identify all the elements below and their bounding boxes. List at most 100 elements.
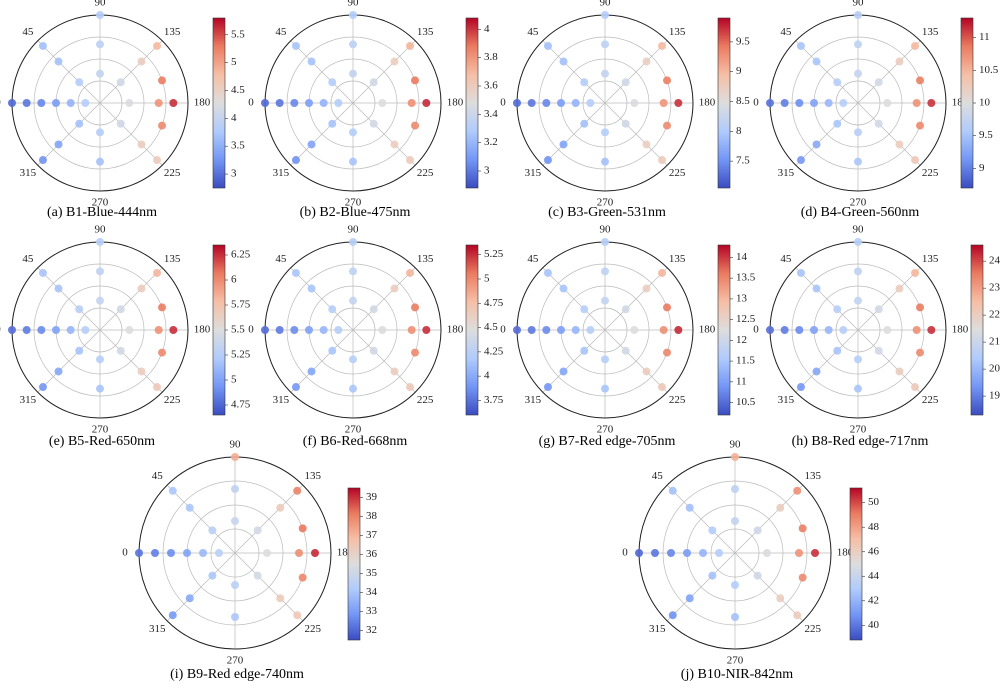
data-point xyxy=(263,549,271,557)
angle-label: 135 xyxy=(164,26,181,38)
data-point xyxy=(731,613,739,621)
colorbar-tick-label: 9.5 xyxy=(979,129,993,141)
data-point xyxy=(812,140,821,149)
data-point xyxy=(916,303,925,312)
colorbar-tick-label: 14 xyxy=(736,251,748,263)
angle-label: 315 xyxy=(778,394,795,406)
data-point xyxy=(912,99,921,107)
data-point xyxy=(390,284,399,293)
data-point xyxy=(658,383,667,392)
data-point xyxy=(753,571,762,580)
colorbar-tick-label: 5.25 xyxy=(231,349,251,361)
data-point xyxy=(151,549,159,557)
angular-grid-line xyxy=(352,102,416,166)
data-point xyxy=(683,549,691,557)
data-point xyxy=(154,99,163,107)
angle-label: 270 xyxy=(850,424,867,436)
data-point xyxy=(854,355,862,364)
data-point xyxy=(601,355,609,364)
data-point xyxy=(658,41,667,50)
data-point xyxy=(543,383,552,392)
data-point xyxy=(621,119,630,128)
data-point xyxy=(411,76,420,85)
colorbar xyxy=(465,244,479,416)
data-point xyxy=(635,549,643,557)
colorbar-tick-label: 4.75 xyxy=(231,399,251,411)
data-point xyxy=(642,367,651,376)
data-point xyxy=(543,268,552,277)
data-point xyxy=(753,526,762,535)
data-point xyxy=(276,503,285,512)
data-point xyxy=(663,76,672,85)
data-point xyxy=(621,346,630,355)
data-point xyxy=(81,326,90,334)
angle-label: 0 xyxy=(500,97,506,109)
colorbar-tick-label: 5 xyxy=(231,56,237,68)
angular-grid-line xyxy=(99,329,163,393)
angle-label: 225 xyxy=(417,167,434,179)
data-point xyxy=(557,326,565,334)
colorbar-tick-label: 5.5 xyxy=(231,324,245,336)
colorbar-tick-label: 10.5 xyxy=(736,396,756,408)
data-point xyxy=(586,326,595,334)
data-point xyxy=(275,99,284,107)
data-point xyxy=(81,99,90,107)
angle-label: 0 xyxy=(248,324,254,336)
colorbar xyxy=(717,17,731,189)
colorbar xyxy=(212,17,226,189)
data-point xyxy=(305,99,313,107)
angle-label: 45 xyxy=(780,26,792,38)
data-point xyxy=(796,383,805,392)
angle-label: 90 xyxy=(95,224,107,236)
data-point xyxy=(319,326,328,334)
colorbar-tick-label: 13 xyxy=(736,292,748,304)
colorbar-tick-label: 22 xyxy=(989,309,1000,321)
data-point xyxy=(305,326,313,334)
angle-label: 270 xyxy=(850,197,867,209)
angular-grid-line xyxy=(857,102,921,166)
data-point xyxy=(328,346,337,355)
data-point xyxy=(293,486,302,495)
colorbar-tick-label: 7.5 xyxy=(736,155,750,167)
polar-panel: 0 45 90 135 180 225 270 315 40 42 44 46 48 50 (j) B10-… xyxy=(622,439,879,683)
data-point xyxy=(812,284,821,293)
data-point xyxy=(169,326,178,334)
data-point xyxy=(766,99,774,107)
data-point xyxy=(601,128,609,137)
colorbar-tick-label: 3.6 xyxy=(484,80,498,92)
data-point xyxy=(796,156,805,165)
data-point xyxy=(854,296,862,305)
data-point xyxy=(96,355,104,364)
data-point xyxy=(601,40,609,49)
data-point xyxy=(601,69,609,78)
angle-label: 90 xyxy=(95,0,107,9)
data-point xyxy=(349,384,357,393)
data-point xyxy=(833,78,842,87)
caption: (g) B7-Red edge-705nm xyxy=(539,434,676,449)
data-point xyxy=(659,99,668,107)
angle-label: 225 xyxy=(305,623,322,635)
colorbar-tick-label: 21 xyxy=(989,336,1000,348)
angular-grid-line xyxy=(290,40,354,104)
angle-label: 90 xyxy=(853,0,865,9)
data-point xyxy=(601,238,609,246)
data-point xyxy=(38,41,47,50)
colorbar-tick-label: 5 xyxy=(484,273,490,285)
data-point xyxy=(319,99,328,107)
data-point xyxy=(208,526,217,535)
data-point xyxy=(96,384,104,393)
colorbar-tick-label: 33 xyxy=(366,605,378,617)
data-point xyxy=(349,267,357,276)
data-point xyxy=(168,486,177,495)
data-point xyxy=(674,99,683,107)
data-point xyxy=(215,549,223,557)
data-point xyxy=(543,41,552,50)
colorbar-tick-label: 48 xyxy=(868,521,880,533)
angle-label: 45 xyxy=(652,470,664,482)
data-point xyxy=(96,157,104,166)
data-point xyxy=(651,549,659,557)
data-point xyxy=(96,11,104,19)
angular-grid-line xyxy=(542,329,606,393)
data-point xyxy=(731,485,739,493)
data-point xyxy=(793,486,802,495)
